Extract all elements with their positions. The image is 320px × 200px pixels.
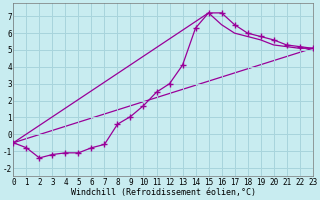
X-axis label: Windchill (Refroidissement éolien,°C): Windchill (Refroidissement éolien,°C) — [70, 188, 255, 197]
